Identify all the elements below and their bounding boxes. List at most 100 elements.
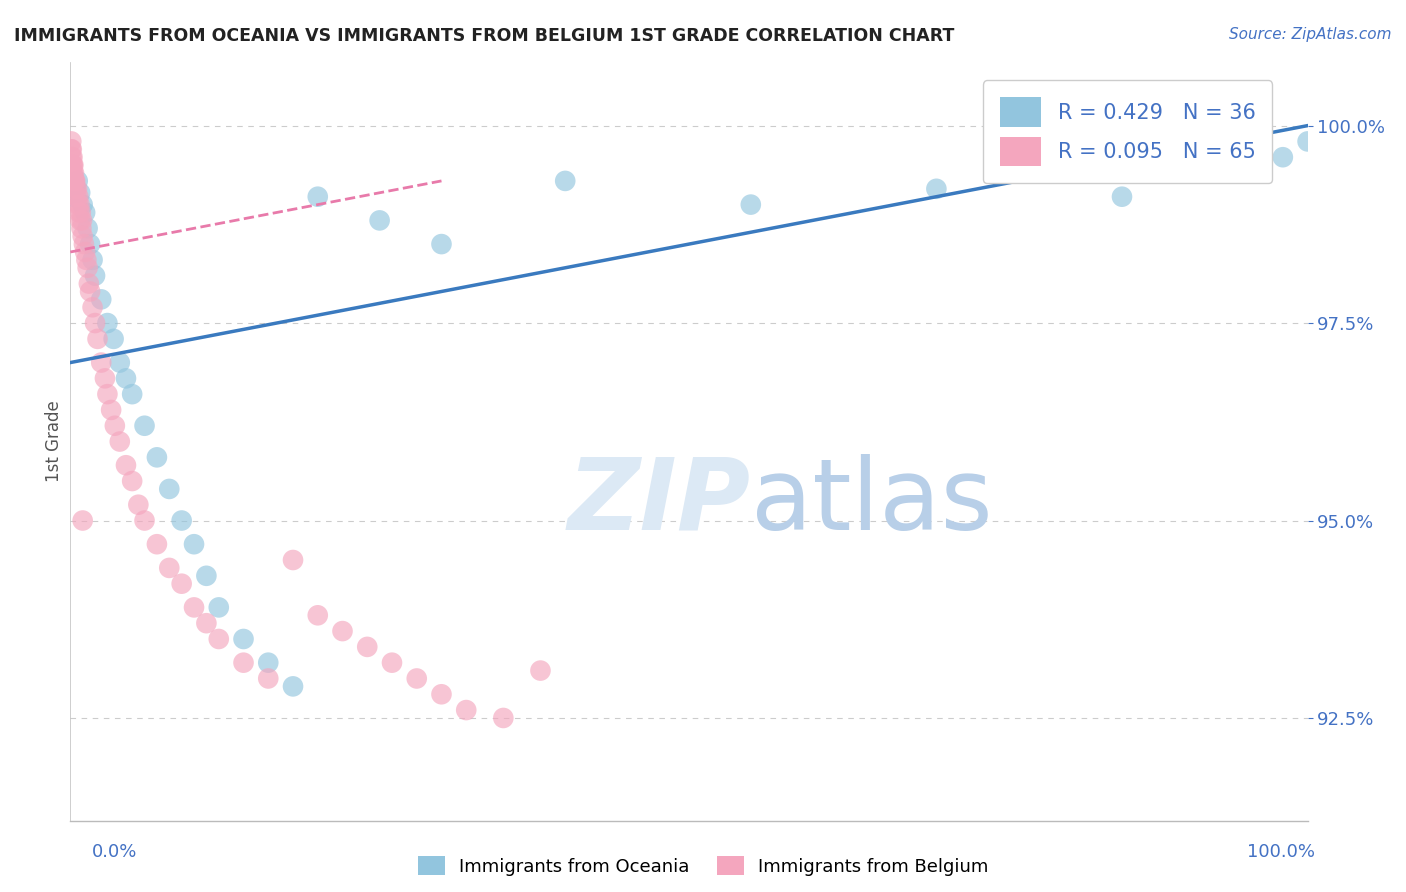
Point <box>157 561 180 575</box>
Point <box>103 332 125 346</box>
Legend: R = 0.429   N = 36, R = 0.095   N = 65: R = 0.429 N = 36, R = 0.095 N = 65 <box>983 80 1272 183</box>
Point <box>183 537 205 551</box>
Point <box>79 237 101 252</box>
Point <box>554 174 576 188</box>
Text: atlas: atlas <box>751 454 993 550</box>
Point <box>170 514 193 528</box>
Point <box>115 371 138 385</box>
Point <box>257 656 280 670</box>
Point <box>63 174 86 188</box>
Y-axis label: 1st Grade: 1st Grade <box>45 401 63 483</box>
Point <box>75 244 97 259</box>
Point <box>60 135 83 149</box>
Point <box>146 537 169 551</box>
Point <box>70 213 93 227</box>
Point <box>79 285 101 299</box>
Point <box>90 355 112 369</box>
Point <box>492 711 515 725</box>
Point <box>1296 135 1319 149</box>
Point <box>65 174 87 188</box>
Point <box>65 182 87 196</box>
Point <box>84 268 107 283</box>
Point <box>75 252 97 267</box>
Point <box>456 703 478 717</box>
Point <box>72 229 94 244</box>
Point <box>67 190 90 204</box>
Point <box>60 150 83 164</box>
Point <box>104 418 127 433</box>
Point <box>108 355 131 369</box>
Point <box>183 600 205 615</box>
Point <box>332 624 354 639</box>
Point <box>405 672 427 686</box>
Point <box>127 498 149 512</box>
Point <box>146 450 169 465</box>
Point <box>75 205 97 219</box>
Point <box>281 679 304 693</box>
Point <box>195 569 218 583</box>
Point <box>381 656 404 670</box>
Point <box>430 687 453 701</box>
Point <box>76 260 98 275</box>
Point <box>62 174 84 188</box>
Point <box>86 332 108 346</box>
Text: IMMIGRANTS FROM OCEANIA VS IMMIGRANTS FROM BELGIUM 1ST GRADE CORRELATION CHART: IMMIGRANTS FROM OCEANIA VS IMMIGRANTS FR… <box>14 27 955 45</box>
Point <box>740 197 762 211</box>
Point <box>72 197 94 211</box>
Point <box>62 150 84 164</box>
Text: 100.0%: 100.0% <box>1247 843 1315 861</box>
Point <box>925 182 948 196</box>
Point <box>62 166 84 180</box>
Point <box>430 237 453 252</box>
Point <box>121 474 143 488</box>
Point <box>121 387 143 401</box>
Point <box>62 190 84 204</box>
Point <box>63 166 86 180</box>
Point <box>69 205 91 219</box>
Point <box>108 434 131 449</box>
Point <box>69 186 91 200</box>
Point <box>65 190 87 204</box>
Point <box>76 221 98 235</box>
Point <box>94 371 117 385</box>
Point <box>232 656 254 670</box>
Point <box>59 142 82 156</box>
Legend: Immigrants from Oceania, Immigrants from Belgium: Immigrants from Oceania, Immigrants from… <box>411 849 995 883</box>
Point <box>60 142 83 156</box>
Point <box>69 213 91 227</box>
Point <box>170 576 193 591</box>
Point <box>72 514 94 528</box>
Point <box>529 664 551 678</box>
Point <box>281 553 304 567</box>
Point <box>90 293 112 307</box>
Point <box>96 316 118 330</box>
Point <box>70 221 93 235</box>
Point <box>82 300 104 314</box>
Point <box>66 182 89 196</box>
Point <box>157 482 180 496</box>
Point <box>134 418 156 433</box>
Point <box>356 640 378 654</box>
Point <box>208 632 231 646</box>
Point <box>67 205 90 219</box>
Point <box>60 158 83 172</box>
Point <box>1234 166 1257 180</box>
Point <box>134 514 156 528</box>
Point <box>69 197 91 211</box>
Point <box>195 616 218 631</box>
Text: 0.0%: 0.0% <box>91 843 136 861</box>
Point <box>73 237 96 252</box>
Point <box>257 672 280 686</box>
Point <box>100 403 122 417</box>
Point <box>115 458 138 473</box>
Point <box>208 600 231 615</box>
Point <box>77 277 100 291</box>
Point <box>62 158 84 172</box>
Point <box>96 387 118 401</box>
Point <box>60 166 83 180</box>
Text: ZIP: ZIP <box>568 454 751 550</box>
Text: Source: ZipAtlas.com: Source: ZipAtlas.com <box>1229 27 1392 42</box>
Point <box>307 190 329 204</box>
Point <box>232 632 254 646</box>
Point <box>66 197 89 211</box>
